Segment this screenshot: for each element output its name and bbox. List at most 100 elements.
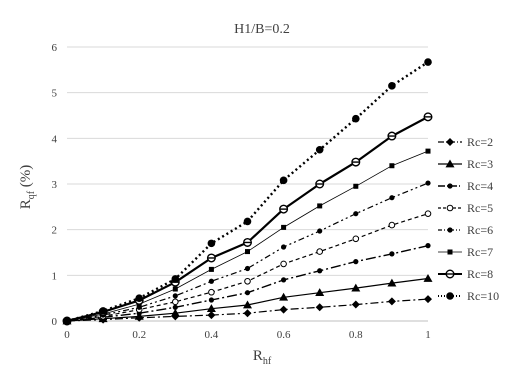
data-point [172, 293, 178, 299]
data-point [424, 58, 432, 66]
data-point [206, 253, 216, 263]
legend-entry: Rc=3 [438, 157, 493, 171]
data-point [423, 112, 433, 122]
data-point [387, 297, 396, 306]
data-point [243, 300, 252, 309]
data-point [425, 180, 431, 186]
data-point [279, 292, 289, 301]
data-point [207, 239, 216, 248]
y-tick-label: 3 [52, 179, 58, 191]
data-point [243, 309, 252, 318]
data-point [351, 157, 361, 167]
data-point [352, 235, 360, 243]
axes: 0 1 2 3 4 5 6 0 0.2 0.4 0.6 0.8 1 [52, 42, 431, 341]
data-point [134, 311, 144, 320]
data-point [245, 249, 250, 255]
x-tick-label: 0.4 [205, 329, 219, 341]
data-point [244, 265, 251, 272]
legend-label: Rc=6 [467, 223, 493, 237]
gridlines [67, 46, 428, 276]
x-axis-title-subscript: hf [263, 356, 272, 367]
data-point [388, 221, 396, 229]
data-point [208, 266, 214, 272]
legend-entry: Rc=2 [438, 135, 493, 149]
data-point [317, 268, 323, 274]
legend-entry: Rc=4 [438, 179, 493, 193]
y-tick-label: 5 [52, 88, 58, 100]
data-point [315, 145, 324, 154]
x-tick-label: 0.2 [132, 329, 146, 341]
data-point [242, 237, 252, 247]
x-tick-label: 0.6 [277, 329, 291, 341]
data-point [63, 317, 71, 325]
y-axis-title-subscript: qf [26, 190, 37, 199]
x-tick-label: 0.8 [349, 329, 363, 341]
legend-label: Rc=5 [467, 201, 493, 215]
data-point [317, 203, 323, 209]
x-tick-label: 0 [64, 329, 70, 341]
data-point [352, 114, 360, 123]
y-tick-label: 1 [52, 270, 58, 282]
data-point [389, 163, 395, 169]
legend-entry: Rc=6 [438, 223, 493, 237]
y-axis-title: Rqf (%) [18, 165, 37, 210]
data-point [279, 305, 288, 314]
legend-swatch-marker [447, 249, 453, 255]
series-group [62, 58, 433, 326]
data-point [423, 274, 433, 282]
legend-swatch-marker [447, 227, 453, 233]
data-point [281, 224, 287, 230]
legend-label: Rc=4 [467, 179, 493, 193]
data-point [316, 248, 324, 255]
data-point [279, 204, 289, 214]
legend: Rc=2 Rc=3 Rc=4 Rc=5 Rc=6 Rc=7 Rc=8 Rc=10 [438, 135, 499, 303]
data-point [208, 288, 215, 296]
y-axis-title-main: R [18, 199, 34, 209]
data-point [206, 304, 216, 313]
data-point [208, 297, 214, 303]
data-point [170, 308, 180, 317]
data-point [317, 228, 323, 234]
data-point [424, 295, 432, 304]
legend-label: Rc=3 [467, 157, 493, 171]
data-point [425, 243, 431, 249]
data-point [172, 304, 178, 310]
y-tick-label: 4 [52, 133, 58, 145]
data-point [315, 179, 325, 189]
series-rc-10 [63, 58, 432, 325]
data-point [351, 283, 361, 292]
data-point [171, 275, 180, 283]
data-point [353, 211, 359, 217]
data-point [279, 176, 288, 185]
data-point [135, 294, 143, 302]
data-point [388, 82, 396, 90]
data-point [281, 277, 287, 283]
data-point [353, 183, 359, 189]
x-tick-label: 1 [425, 329, 431, 341]
data-point [351, 300, 360, 309]
data-point [315, 288, 325, 297]
data-point [244, 277, 251, 285]
legend-swatch-marker [446, 138, 454, 146]
data-point [281, 244, 287, 250]
data-point [208, 278, 214, 284]
data-point [389, 251, 395, 257]
x-axis-title: Rhf [253, 348, 272, 367]
data-point [99, 307, 107, 315]
data-point [207, 311, 216, 320]
legend-entry: Rc=5 [438, 201, 493, 215]
legend-label: Rc=2 [467, 135, 493, 149]
data-point [424, 210, 432, 217]
data-point [172, 286, 178, 292]
data-point [280, 260, 287, 268]
data-point [353, 259, 359, 265]
x-axis-title-main: R [253, 348, 263, 364]
legend-swatch-marker [446, 204, 454, 212]
data-point [387, 131, 397, 141]
legend-entry: Rc=8 [438, 267, 493, 281]
legend-swatch-marker [447, 183, 453, 189]
legend-swatch-marker [446, 292, 454, 300]
